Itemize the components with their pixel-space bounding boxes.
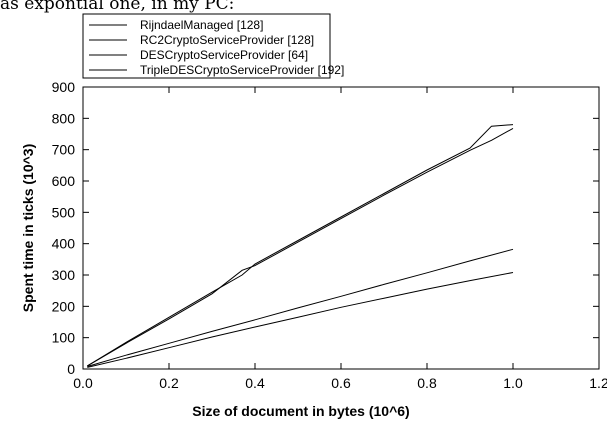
legend-entry: TripleDESCryptoServiceProvider [192] <box>140 63 344 77</box>
y-axis-label: Spent time in ticks (10^3) <box>20 144 36 312</box>
legend-entry: RijndaelManaged [128] <box>140 18 263 32</box>
series-line-3 <box>87 124 514 367</box>
x-tick-label: 0.4 <box>245 375 265 391</box>
legend-entry: DESCryptoServiceProvider [64] <box>140 48 308 62</box>
series-line-4 <box>87 127 514 367</box>
y-tick-label: 700 <box>52 142 76 158</box>
series-line-2 <box>87 248 514 367</box>
series-lines <box>87 124 514 368</box>
y-tick-label: 300 <box>52 267 76 283</box>
plot-area-border <box>82 86 600 370</box>
y-tick-label: 800 <box>52 110 76 126</box>
x-tick-label: 1.0 <box>503 375 523 391</box>
caption-fragment: as expontial one, in my PC: <box>0 0 235 14</box>
y-tick-labels: 0 100 200 300 400 500 600 700 800 900 <box>52 79 76 377</box>
legend-entry: RC2CryptoServiceProvider [128] <box>140 33 314 47</box>
x-axis-label: Size of document in bytes (10^6) <box>192 403 409 419</box>
x-tick-label: 0.6 <box>331 375 351 391</box>
y-tick-label: 200 <box>52 298 76 314</box>
axis-ticks <box>82 86 600 370</box>
x-tick-label: 0.0 <box>73 375 93 391</box>
x-tick-label: 1.2 <box>589 375 607 391</box>
x-tick-label: 0.8 <box>417 375 437 391</box>
y-tick-label: 500 <box>52 204 76 220</box>
legend: RijndaelManaged [128]RC2CryptoServicePro… <box>82 13 344 79</box>
series-line-1 <box>87 272 514 368</box>
y-tick-label: 400 <box>52 236 76 252</box>
x-tick-label: 0.2 <box>159 375 179 391</box>
x-tick-labels: 0.0 0.2 0.4 0.6 0.8 1.0 1.2 <box>73 375 607 391</box>
y-tick-label: 600 <box>52 173 76 189</box>
y-tick-label: 100 <box>52 330 76 346</box>
plot-frame <box>82 86 600 370</box>
y-tick-label: 900 <box>52 79 76 95</box>
y-tick-label: 0 <box>67 361 75 377</box>
